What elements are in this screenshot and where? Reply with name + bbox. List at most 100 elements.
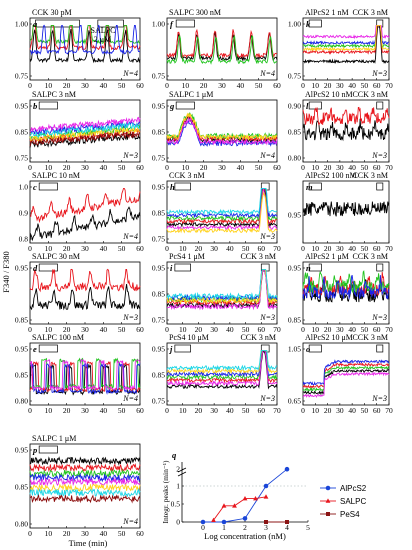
x-tick-label: 60 — [373, 406, 381, 415]
x-tick-label: 1 — [222, 523, 226, 532]
panel-letter: d — [33, 263, 38, 273]
panel-letter: p — [32, 445, 37, 455]
x-tick-label: 20 — [200, 81, 208, 90]
panel-j: 0 10 20 30 40 50 60 70 0.75 0.85 0.95 j PcS4 10 μM CC… — [152, 333, 281, 415]
trace-line — [166, 349, 278, 372]
x-tick-label: 20 — [63, 244, 71, 253]
y-tick-label: 0.85 — [288, 128, 301, 137]
trace-line — [302, 371, 390, 398]
x-tick-label: 30 — [218, 81, 226, 90]
trace-line — [29, 493, 141, 504]
trace-line — [29, 487, 141, 498]
y-axis-label: F340 / F380 — [1, 251, 11, 293]
x-tick-label: 60 — [258, 244, 266, 253]
x-tick-label: 60 — [273, 163, 281, 172]
series-line-SALPC — [213, 496, 267, 521]
trace-line — [29, 27, 141, 64]
y-tick-label: 0.90 — [288, 102, 301, 111]
x-tick-label: 2 — [243, 523, 247, 532]
trace-line — [29, 206, 141, 242]
n-label: N=3 — [371, 69, 387, 78]
x-tick-label: 40 — [100, 244, 108, 253]
panel-label: SALPC 1 μM — [32, 434, 76, 443]
legend-label: AlPcS2 — [340, 484, 367, 493]
x-tick-label: 30 — [81, 529, 89, 538]
panel-letter: b — [33, 101, 37, 111]
y-tick-label: 0.95 — [15, 446, 28, 455]
data-point — [232, 503, 237, 508]
panel-frame — [166, 261, 278, 325]
trace-line — [29, 358, 141, 391]
stimulus-bar — [38, 263, 58, 272]
x-tick-label: 60 — [373, 81, 381, 90]
trace-line — [29, 284, 141, 311]
x-tick-label: 70 — [273, 325, 281, 334]
trace-line — [302, 118, 390, 142]
y-tick-label: 0.85 — [15, 371, 28, 380]
x-tick-label: 50 — [118, 406, 126, 415]
trace-line — [166, 28, 277, 59]
legend-label: PeS4 — [340, 510, 360, 519]
y-tick-label: 0.80 — [15, 397, 28, 406]
panel-o: 0 10 20 30 40 50 60 70 0.65 1.05 o AlPcS2 10 μM CCK … — [288, 333, 393, 415]
x-tick-label: 60 — [373, 244, 381, 253]
y-tick-label: 0.95 — [152, 102, 165, 111]
x-tick-label: 30 — [81, 163, 89, 172]
trace-line — [166, 349, 278, 378]
stimulus-bar — [35, 19, 80, 28]
y-tick-label: 1.00 — [288, 20, 301, 29]
trace-line — [29, 24, 141, 45]
x-tick-label: 30 — [81, 244, 89, 253]
panel-label: AlPcS2 100 nM — [305, 171, 357, 180]
x-tick-label: 50 — [118, 325, 126, 334]
x-tick-label: 20 — [63, 163, 71, 172]
x-tick-label: 10 — [45, 163, 53, 172]
y-tick-label: 0.75 — [15, 154, 28, 163]
y-tick-label: 0.65 — [288, 397, 301, 406]
y-tick-label: 0.75 — [288, 72, 301, 81]
legend-marker — [325, 485, 331, 491]
panel-label: AlPcS2 1 μM — [305, 252, 349, 261]
x-tick-label: 10 — [312, 244, 320, 253]
x-tick-label: 30 — [336, 325, 344, 334]
x-tick-label: 5 — [306, 523, 310, 532]
panel-f: 0 10 20 30 40 50 60 0.75 1.00 f SALPC 300 nM N=4 — [152, 8, 281, 90]
x-tick-label: 30 — [210, 325, 218, 334]
x-tick-label: 50 — [242, 325, 250, 334]
x-tick-label: 20 — [324, 81, 332, 90]
panel-label: AlPcS2 10 nM — [305, 90, 353, 99]
x-tick-label: 40 — [226, 244, 234, 253]
x-tick-label: 0 — [28, 163, 32, 172]
x-tick-label: 10 — [312, 81, 320, 90]
y-tick-label: 0.95 — [15, 345, 28, 354]
x-tick-label: 0 — [28, 406, 32, 415]
x-tick-label: 20 — [200, 163, 208, 172]
n-label: N=3 — [371, 394, 387, 403]
x-tick-label: 20 — [324, 325, 332, 334]
panel-label: SALPC 10 nM — [32, 171, 80, 180]
trace-line — [302, 368, 390, 396]
trace-line — [29, 462, 141, 473]
y-tick-label: 1.00 — [15, 20, 28, 29]
trace-line — [166, 112, 278, 141]
trace-line — [302, 106, 390, 126]
panel-label: CCK 30 pM — [32, 8, 72, 17]
trace-line — [166, 187, 278, 216]
panel-label: PcS4 1 μM — [169, 252, 205, 261]
panel-label-cck: CCK 3 nM — [240, 333, 276, 342]
stimulus-bar — [174, 263, 191, 272]
x-tick-label: 30 — [81, 406, 89, 415]
x-tick-label: 50 — [255, 163, 263, 172]
data-point — [264, 520, 268, 524]
x-tick-label: 10 — [182, 163, 190, 172]
trace-line — [29, 24, 141, 52]
x-tick-label: 60 — [136, 406, 144, 415]
x-tick-label: 10 — [45, 529, 53, 538]
y-tick-label: 1.0 — [19, 183, 29, 192]
y-tick-label: 0.85 — [288, 316, 301, 325]
stimulus-bar — [308, 182, 322, 191]
trace-line — [166, 349, 278, 384]
x-tick-label: 0 — [201, 523, 205, 532]
